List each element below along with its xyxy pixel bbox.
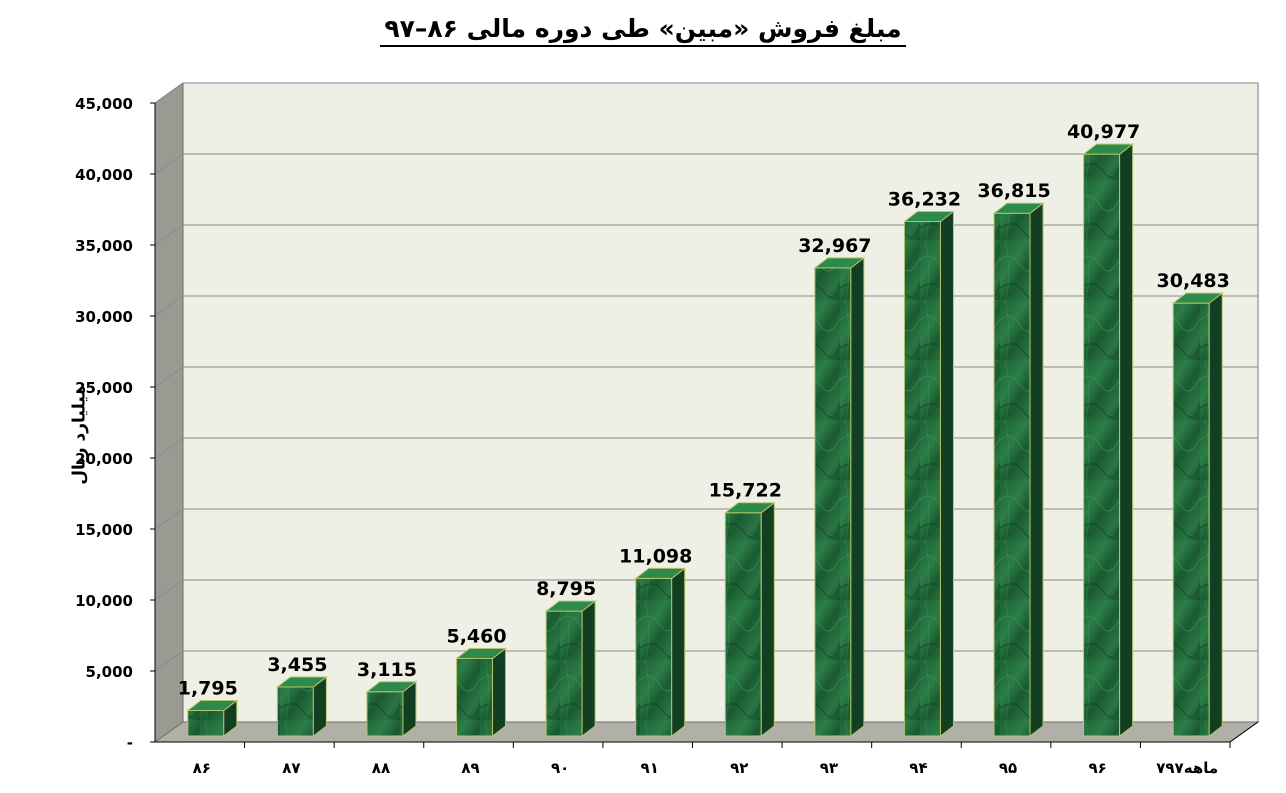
x-tick-label: ۸۶ <box>193 759 211 777</box>
bar-front <box>366 691 404 737</box>
gridline-side <box>154 295 184 317</box>
y-tick-label: - <box>127 734 133 752</box>
bar-top <box>365 681 418 693</box>
bar-side <box>1208 292 1223 738</box>
bar-side <box>581 600 596 738</box>
bar-top <box>275 676 328 688</box>
x-tick-label: ۹۶ <box>1088 759 1106 777</box>
x-tick-label: ۸۷ <box>282 759 300 777</box>
bar-top <box>455 647 508 659</box>
bar-top <box>992 202 1045 214</box>
bar-side <box>760 501 775 738</box>
y-tick-label: 40,000 <box>75 166 133 184</box>
bar <box>1171 292 1224 738</box>
bar-top <box>1171 292 1224 304</box>
x-tick-label: ۹۰ <box>551 759 569 777</box>
bar <box>902 210 955 738</box>
bar-top <box>813 257 866 269</box>
y-tick-label: 25,000 <box>75 379 133 397</box>
bar-side <box>850 256 865 738</box>
bar-side <box>939 210 954 738</box>
chart-title: مبلغ فروش «مبین» طی دوره مالی ۸۶–۹۷ <box>0 14 1286 47</box>
x-tick-label: ۹۲ <box>730 759 748 777</box>
bar-front <box>635 577 673 737</box>
gridline-side <box>154 437 184 459</box>
y-tick-label: 5,000 <box>86 663 133 681</box>
bar <box>365 680 418 738</box>
bar <box>544 600 597 738</box>
data-label: 5,460 <box>446 625 506 647</box>
x-tick-label: ۹۵ <box>999 759 1017 777</box>
gridline-side <box>154 650 184 672</box>
data-label: 3,455 <box>267 654 327 676</box>
data-label: 3,115 <box>357 659 417 681</box>
y-tick-label: 20,000 <box>75 450 133 468</box>
data-label: 11,098 <box>619 545 692 567</box>
side-wall <box>154 82 184 743</box>
data-label: 40,977 <box>1067 121 1140 143</box>
data-label: 30,483 <box>1157 270 1230 292</box>
bar-front <box>187 710 225 737</box>
bar-top <box>544 600 597 612</box>
bar-top <box>1082 143 1135 155</box>
y-tick-label: 45,000 <box>75 95 133 113</box>
x-tick-label: ۷ماهه۹۷ <box>1156 759 1218 777</box>
x-tick-label: ۹۳ <box>820 759 838 777</box>
bar-side <box>492 647 507 738</box>
chart-title-text: مبلغ فروش «مبین» طی دوره مالی ۸۶–۹۷ <box>380 14 906 47</box>
bar-side <box>1029 202 1044 738</box>
bar <box>186 699 239 738</box>
x-tick-label: ۹۴ <box>909 759 927 777</box>
bar-front <box>545 610 583 737</box>
gridline-side <box>154 224 184 246</box>
bar-top <box>186 700 239 712</box>
y-tick-label: 30,000 <box>75 308 133 326</box>
data-label: 32,967 <box>798 235 871 257</box>
x-tick-label: ۹۱ <box>641 759 659 777</box>
bar <box>275 675 328 738</box>
bar-front <box>993 212 1031 737</box>
bar-front <box>724 512 762 737</box>
data-label: 36,232 <box>888 189 961 211</box>
gridline-side <box>154 579 184 601</box>
y-tick-label: 35,000 <box>75 237 133 255</box>
bar <box>455 647 508 738</box>
x-tick-label: ۸۹ <box>461 759 479 777</box>
bar <box>1082 143 1135 738</box>
y-tick-label: 15,000 <box>75 521 133 539</box>
data-label: 1,795 <box>178 678 238 700</box>
gridline-side <box>154 508 184 530</box>
bar-top <box>723 502 776 514</box>
bar-front <box>814 267 852 737</box>
bar <box>723 501 776 738</box>
bar-top <box>634 567 687 579</box>
bar-front <box>276 686 314 737</box>
bar-side <box>671 567 686 738</box>
y-tick-label: 10,000 <box>75 592 133 610</box>
data-label: 8,795 <box>536 578 596 600</box>
bar-front <box>1083 153 1121 737</box>
data-label: 15,722 <box>709 480 782 502</box>
bar-front <box>1172 302 1210 737</box>
bar <box>992 202 1045 738</box>
gridline-side <box>154 153 184 175</box>
bar-front <box>903 221 941 737</box>
bar-side <box>1119 143 1134 738</box>
gridline-side <box>154 82 184 104</box>
gridline-side <box>154 366 184 388</box>
bar <box>634 567 687 738</box>
data-label: 36,815 <box>977 180 1050 202</box>
bar <box>813 256 866 738</box>
x-axis-depth-line <box>1229 721 1259 743</box>
x-tick-label: ۸۸ <box>372 759 390 777</box>
bar-top <box>902 211 955 223</box>
bar-front <box>456 657 494 737</box>
